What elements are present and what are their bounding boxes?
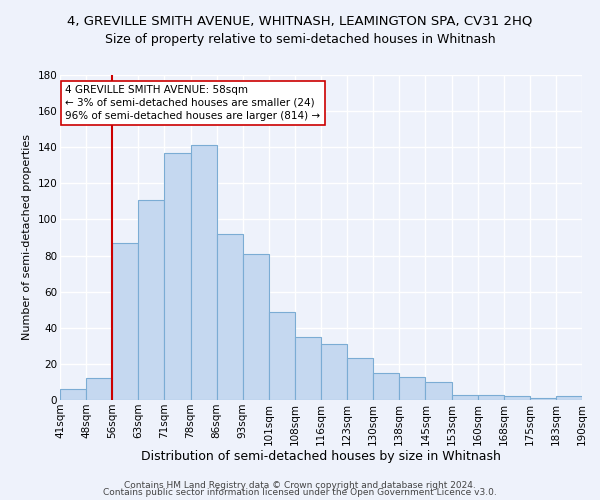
Bar bbox=[295, 337, 321, 400]
Bar bbox=[478, 394, 504, 400]
Bar bbox=[321, 344, 347, 400]
Bar bbox=[86, 378, 112, 400]
Bar bbox=[347, 358, 373, 400]
Bar bbox=[504, 396, 530, 400]
Y-axis label: Number of semi-detached properties: Number of semi-detached properties bbox=[22, 134, 32, 340]
Bar bbox=[530, 398, 556, 400]
Bar bbox=[269, 312, 295, 400]
Bar bbox=[191, 146, 217, 400]
Text: 4 GREVILLE SMITH AVENUE: 58sqm
← 3% of semi-detached houses are smaller (24)
96%: 4 GREVILLE SMITH AVENUE: 58sqm ← 3% of s… bbox=[65, 84, 320, 121]
Bar bbox=[243, 254, 269, 400]
Bar bbox=[373, 373, 400, 400]
Text: Size of property relative to semi-detached houses in Whitnash: Size of property relative to semi-detach… bbox=[104, 32, 496, 46]
Text: 4, GREVILLE SMITH AVENUE, WHITNASH, LEAMINGTON SPA, CV31 2HQ: 4, GREVILLE SMITH AVENUE, WHITNASH, LEAM… bbox=[67, 15, 533, 28]
Bar bbox=[425, 382, 452, 400]
Text: Contains public sector information licensed under the Open Government Licence v3: Contains public sector information licen… bbox=[103, 488, 497, 497]
X-axis label: Distribution of semi-detached houses by size in Whitnash: Distribution of semi-detached houses by … bbox=[141, 450, 501, 464]
Bar bbox=[217, 234, 243, 400]
Bar bbox=[164, 152, 191, 400]
Bar bbox=[60, 389, 86, 400]
Bar bbox=[400, 376, 425, 400]
Bar bbox=[139, 200, 164, 400]
Bar bbox=[112, 243, 139, 400]
Text: Contains HM Land Registry data © Crown copyright and database right 2024.: Contains HM Land Registry data © Crown c… bbox=[124, 480, 476, 490]
Bar bbox=[556, 396, 582, 400]
Bar bbox=[452, 394, 478, 400]
